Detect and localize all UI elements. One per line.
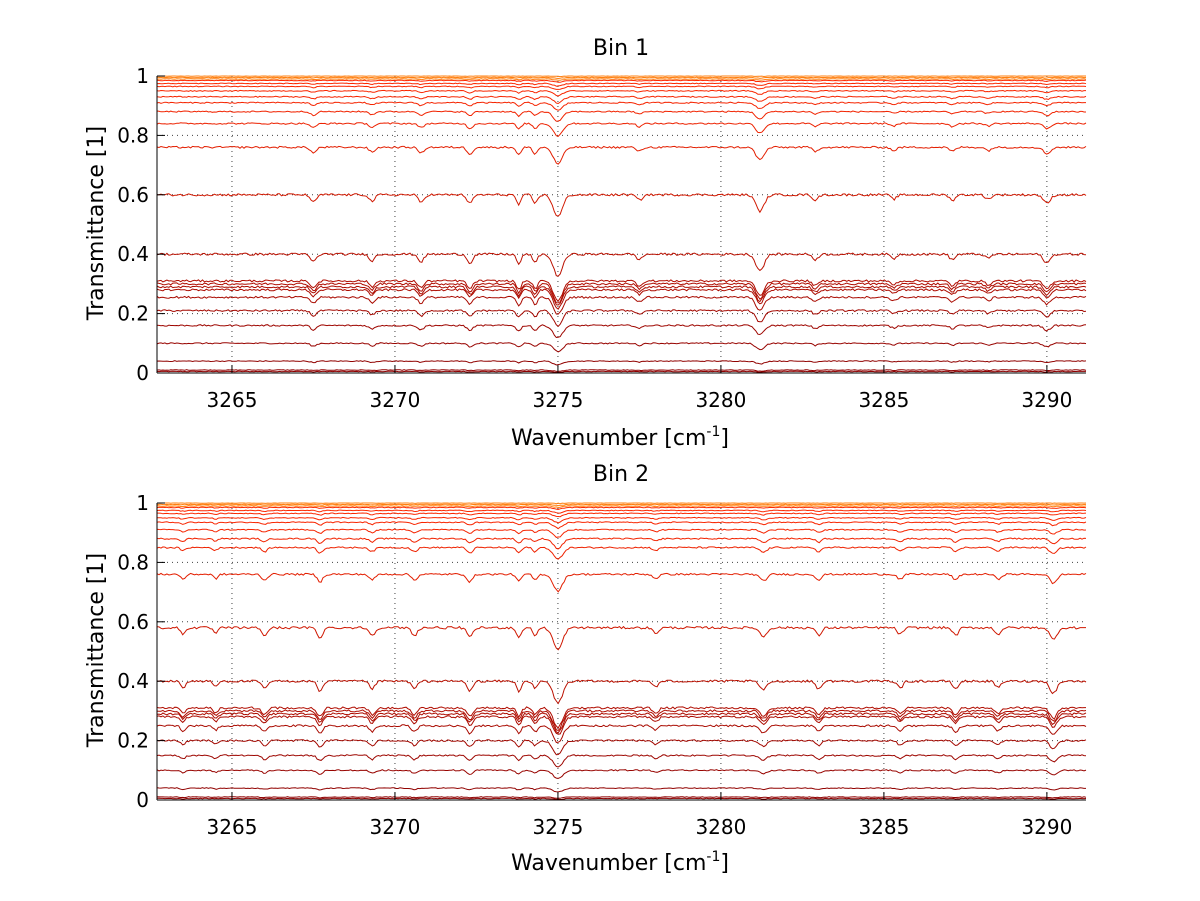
series-line — [156, 572, 1087, 593]
y-tick-labels: 0 0.2 0.4 0.6 0.8 1 — [117, 491, 149, 812]
y-tick-label: 0.2 — [117, 729, 149, 753]
series-line — [156, 509, 1087, 514]
series-line — [156, 95, 1087, 105]
series-line — [156, 528, 1087, 538]
y-tick-label: 0.8 — [117, 550, 149, 574]
y-axis-label: Transmittance [1] — [84, 553, 109, 748]
chart-title: Bin 2 — [593, 462, 649, 487]
series-line — [156, 79, 1087, 83]
chart-title: Bin 1 — [593, 36, 649, 61]
series-line — [156, 324, 1087, 339]
series-line — [156, 724, 1087, 744]
series-group — [156, 75, 1087, 373]
series-line — [156, 193, 1087, 217]
chart-panel-bin-2: Bin 2 0 0.2 0.4 0.6 0.8 1 3265 3270 3275 3280 328… — [84, 462, 1087, 876]
x-tick-label: 3275 — [532, 388, 583, 412]
series-line — [156, 505, 1087, 509]
series-line — [156, 285, 1087, 306]
x-tick-label: 3280 — [695, 388, 746, 412]
series-line — [156, 282, 1087, 304]
axes — [156, 75, 1086, 374]
x-tick-label: 3270 — [370, 815, 421, 839]
x-tick-labels: 3265 3270 3275 3280 3285 3290 — [207, 815, 1073, 839]
x-axis-label: Wavenumber [cm-1] — [511, 849, 729, 876]
series-line — [156, 252, 1087, 277]
series-line — [156, 769, 1087, 779]
series-line — [157, 797, 1087, 801]
y-tick-label: 0.6 — [117, 183, 149, 207]
series-line — [156, 739, 1087, 756]
y-tick-labels: 0 0.2 0.4 0.6 0.8 1 — [117, 64, 149, 385]
series-line — [156, 288, 1087, 310]
series-line — [156, 110, 1086, 122]
series-line — [156, 796, 1087, 799]
chart-panel-bin-1: Bin 1 0 0.2 0.4 0.6 0.8 1 3265 3270 3275 3280 328… — [84, 36, 1087, 451]
series-line — [156, 546, 1087, 560]
y-tick-label: 0.4 — [117, 242, 149, 266]
grid — [157, 76, 1086, 373]
x-tick-label: 3285 — [858, 388, 909, 412]
series-line — [156, 625, 1086, 651]
series-line — [156, 787, 1086, 793]
series-line — [156, 85, 1087, 90]
y-tick-label: 1 — [136, 491, 149, 515]
y-tick-label: 0.6 — [117, 610, 149, 634]
series-line — [156, 506, 1087, 511]
series-line — [156, 502, 1087, 505]
series-group — [156, 502, 1087, 801]
series-line — [156, 145, 1087, 165]
x-tick-label: 3285 — [858, 815, 909, 839]
y-tick-label: 0.8 — [117, 123, 149, 147]
series-line — [156, 279, 1087, 303]
series-line — [156, 679, 1087, 705]
x-tick-labels: 3265 3270 3275 3280 3285 3290 — [207, 388, 1073, 412]
y-tick-label: 0.4 — [117, 669, 149, 693]
y-tick-label: 0 — [136, 361, 149, 385]
y-tick-label: 0 — [136, 788, 149, 812]
series-line — [156, 712, 1087, 734]
series-line — [156, 503, 1087, 507]
series-line — [157, 76, 1087, 80]
series-line — [156, 537, 1087, 550]
x-tick-label: 3275 — [532, 815, 583, 839]
series-line — [156, 82, 1087, 87]
series-line — [156, 754, 1087, 768]
series-line — [156, 309, 1087, 327]
x-tick-label: 3290 — [1021, 815, 1072, 839]
x-tick-label: 3290 — [1021, 388, 1072, 412]
series-line — [156, 370, 1087, 373]
x-tick-label: 3270 — [370, 388, 421, 412]
series-line — [156, 101, 1086, 111]
x-tick-label: 3280 — [695, 815, 746, 839]
series-line — [156, 369, 1087, 372]
series-line — [156, 516, 1087, 524]
series-line — [156, 89, 1086, 97]
x-tick-label: 3265 — [207, 815, 258, 839]
series-line — [156, 715, 1087, 735]
y-axis-label: Transmittance [1] — [84, 126, 109, 321]
y-tick-label: 0.2 — [117, 302, 149, 326]
x-axis-label: Wavenumber [cm-1] — [511, 424, 729, 451]
series-line — [156, 295, 1087, 315]
series-line — [156, 75, 1086, 78]
series-line — [156, 360, 1087, 366]
series-line — [156, 706, 1086, 729]
series-line — [156, 122, 1087, 137]
x-tick-label: 3265 — [207, 388, 258, 412]
y-tick-label: 1 — [136, 64, 149, 88]
series-line — [156, 342, 1087, 353]
series-line — [156, 78, 1087, 81]
series-line — [156, 521, 1087, 530]
series-line — [156, 709, 1087, 731]
axes — [156, 502, 1086, 801]
series-line — [157, 512, 1087, 518]
